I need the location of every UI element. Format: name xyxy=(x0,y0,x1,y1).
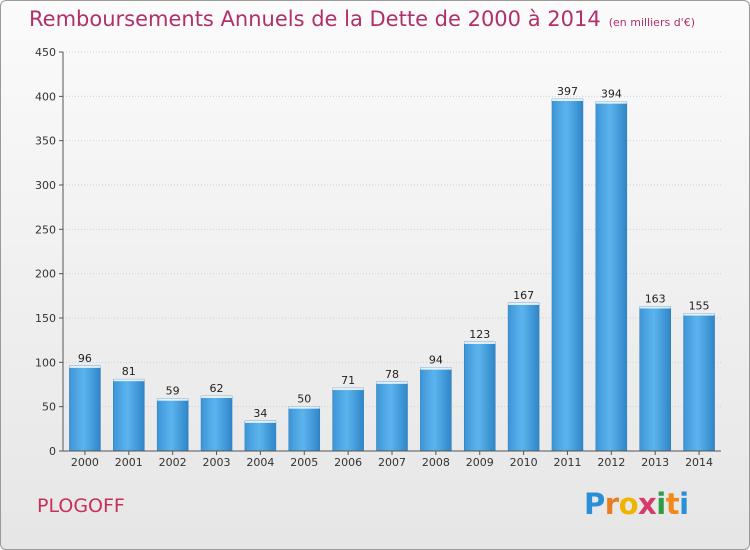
bar-2001 xyxy=(113,378,145,452)
bar-2004 xyxy=(244,420,277,452)
x-tick-label-2014: 2014 xyxy=(685,456,713,469)
x-tick-label-2012: 2012 xyxy=(597,456,625,469)
chart-unit: (en milliers d'€) xyxy=(608,16,695,29)
brand-letter: x xyxy=(638,487,657,521)
chart-title: Remboursements Annuels de la Dette de 20… xyxy=(29,7,695,31)
bar-highlight xyxy=(288,406,320,409)
bar-highlight xyxy=(244,420,276,423)
brand-letter: P xyxy=(584,487,605,521)
bar-2007 xyxy=(376,381,408,452)
data-label-2008: 94 xyxy=(429,354,443,367)
x-tick-label-2000: 2000 xyxy=(71,456,99,469)
y-tick-label: 150 xyxy=(35,312,56,325)
axis-layer: 0 50 100 150 200 250 300 350 400 450 2000 2001 2002 2… xyxy=(35,46,721,469)
brand-letter: r xyxy=(604,487,619,521)
y-tick-label: 200 xyxy=(35,268,56,281)
bar-2010 xyxy=(507,302,540,452)
bar-layer: 96 81 59 62 34 50 71 78 94 123 167 397 394 163 155 xyxy=(69,85,715,452)
bar-2003 xyxy=(200,395,233,452)
data-label-2002: 59 xyxy=(166,385,180,398)
y-tick-label: 50 xyxy=(42,401,56,414)
x-tick-label-2013: 2013 xyxy=(641,456,669,469)
bar-highlight xyxy=(464,341,496,344)
bar-highlight xyxy=(683,313,715,316)
data-label-2009: 123 xyxy=(469,328,490,341)
chart-title-text: Remboursements Annuels de la Dette de 20… xyxy=(29,7,601,31)
bar-highlight xyxy=(113,379,145,382)
y-tick-label: 300 xyxy=(35,179,56,192)
brand-letter: i xyxy=(679,487,689,521)
bar-2009 xyxy=(463,341,496,452)
data-label-2000: 96 xyxy=(78,352,92,365)
bar-2005 xyxy=(288,406,321,452)
x-tick-label-2004: 2004 xyxy=(246,456,274,469)
data-label-2014: 155 xyxy=(689,300,710,313)
data-label-2010: 167 xyxy=(513,289,534,302)
x-tick-label-2009: 2009 xyxy=(466,456,494,469)
bar-highlight xyxy=(376,381,408,384)
brand-letter: t xyxy=(665,487,680,521)
bar-highlight xyxy=(551,98,583,101)
x-tick-label-2007: 2007 xyxy=(378,456,406,469)
brand-letter: i xyxy=(656,487,666,521)
data-label-2005: 50 xyxy=(297,393,311,406)
y-tick-label: 450 xyxy=(35,46,56,59)
data-label-2006: 71 xyxy=(341,374,355,387)
bar-2000 xyxy=(69,365,101,452)
data-label-2012: 394 xyxy=(601,88,622,101)
data-label-2011: 397 xyxy=(557,85,578,98)
bar-highlight xyxy=(420,367,452,370)
y-tick-label: 100 xyxy=(35,356,56,369)
bar-2014 xyxy=(683,313,715,452)
y-tick-label: 400 xyxy=(35,90,56,103)
brand-letter: o xyxy=(618,487,639,521)
bar-highlight xyxy=(332,388,364,391)
x-tick-label-2008: 2008 xyxy=(422,456,450,469)
data-label-2001: 81 xyxy=(122,365,136,378)
bar-highlight xyxy=(69,365,101,368)
bar-highlight xyxy=(595,101,627,104)
x-tick-label-2005: 2005 xyxy=(290,456,318,469)
bar-2006 xyxy=(332,387,364,452)
data-label-2003: 62 xyxy=(210,382,224,395)
place-name: PLOGOFF xyxy=(37,495,125,517)
data-label-2007: 78 xyxy=(385,368,399,381)
brand-logo: Proxiti xyxy=(584,487,689,521)
bar-2008 xyxy=(420,367,452,452)
x-tick-label-2002: 2002 xyxy=(159,456,187,469)
bar-2002 xyxy=(156,398,189,452)
bar-2013 xyxy=(639,306,671,452)
y-tick-label: 0 xyxy=(49,445,56,458)
x-tick-label-2006: 2006 xyxy=(334,456,362,469)
bar-highlight xyxy=(201,396,233,399)
bar-2011 xyxy=(551,98,584,452)
bar-highlight xyxy=(639,306,671,309)
x-tick-label-2003: 2003 xyxy=(203,456,231,469)
data-label-2013: 163 xyxy=(645,292,666,305)
data-label-2004: 34 xyxy=(253,407,267,420)
y-tick-label: 250 xyxy=(35,223,56,236)
y-tick-label: 350 xyxy=(35,135,56,148)
x-tick-label-2011: 2011 xyxy=(553,456,581,469)
x-tick-label-2010: 2010 xyxy=(510,456,538,469)
bar-highlight xyxy=(508,302,540,305)
bar-highlight xyxy=(157,398,189,401)
bar-2012 xyxy=(595,101,628,452)
x-tick-label-2001: 2001 xyxy=(115,456,143,469)
